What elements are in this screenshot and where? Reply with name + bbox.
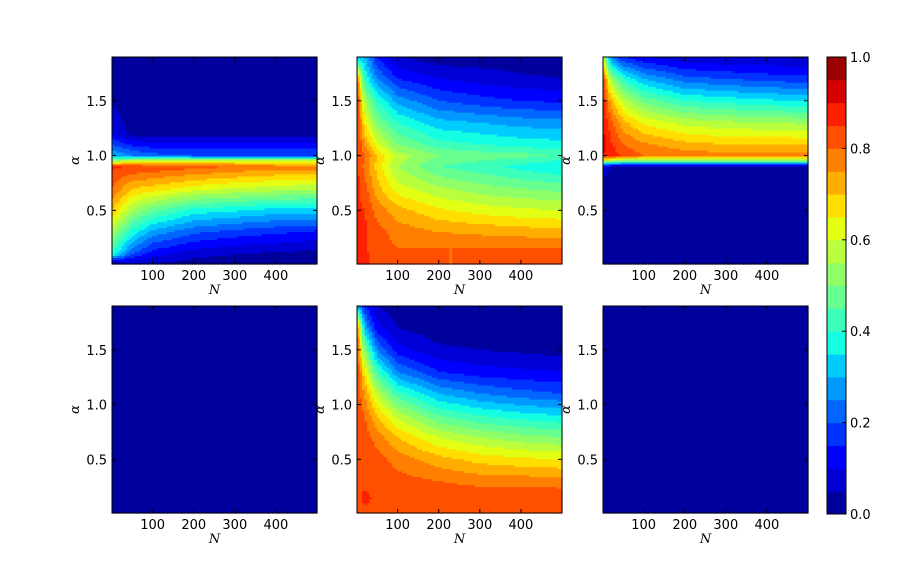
contour-field <box>112 57 318 265</box>
